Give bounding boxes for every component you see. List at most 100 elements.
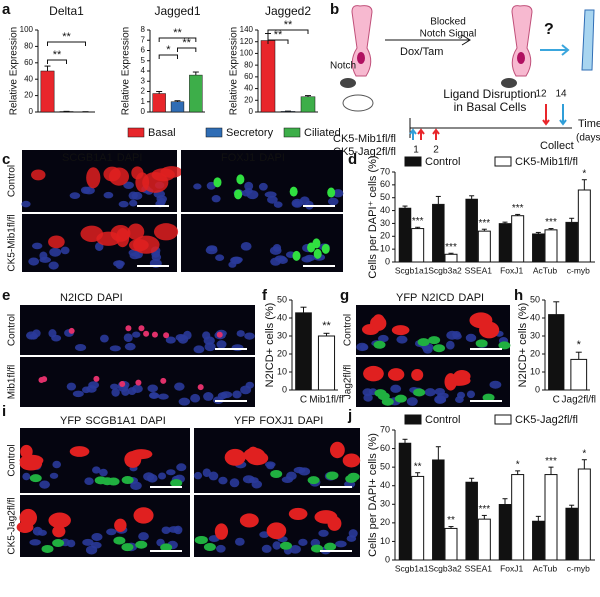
nucleus xyxy=(298,467,311,476)
x-tick-label: C xyxy=(553,395,560,406)
panel-letter: d xyxy=(348,151,357,168)
bar xyxy=(570,358,588,391)
legend-label: CK5-Jag2fl/fl xyxy=(515,414,578,426)
signal xyxy=(135,379,142,386)
signal xyxy=(479,321,500,339)
nucleus xyxy=(127,387,137,396)
y-tick-label: 50 xyxy=(530,294,540,304)
nucleus xyxy=(175,334,187,341)
row-label: Control xyxy=(7,165,18,197)
significance: *** xyxy=(412,216,424,227)
panel-letter: i xyxy=(2,403,6,420)
panel-letter: h xyxy=(514,287,523,304)
stain-label: FOXJ1 xyxy=(259,415,293,427)
bar xyxy=(295,312,312,391)
y-axis-label: N2ICD+ cells (%) xyxy=(264,303,276,388)
panel-letter: f xyxy=(262,287,268,304)
basal-cell xyxy=(340,78,356,88)
significance: ** xyxy=(322,320,331,332)
y-axis-label: Cells per DAPI+ cells (%) xyxy=(367,433,379,557)
signal xyxy=(417,338,430,347)
legend-label: Control xyxy=(425,156,460,168)
nucleus xyxy=(29,539,41,546)
nucleus xyxy=(234,537,245,546)
significance-bracket xyxy=(267,29,309,34)
diagram-text: Notch Signal xyxy=(420,29,477,40)
signal xyxy=(153,223,179,241)
bar xyxy=(577,189,591,263)
signal xyxy=(326,471,339,480)
diagram-text: Notch xyxy=(330,61,356,72)
bar xyxy=(565,221,578,263)
nucleus xyxy=(111,388,120,397)
signal xyxy=(143,330,150,337)
signal xyxy=(310,544,323,553)
significance: ** xyxy=(182,37,191,49)
signal xyxy=(131,166,144,180)
nucleus xyxy=(489,380,502,389)
nucleus xyxy=(244,181,254,191)
signal xyxy=(234,189,243,200)
nucleus xyxy=(48,261,59,270)
y-tick-label: 20 xyxy=(24,91,33,100)
significance: ** xyxy=(274,29,283,41)
bar xyxy=(532,520,545,561)
nucleus xyxy=(130,481,142,490)
diagram-text: Collect xyxy=(540,140,574,152)
signal xyxy=(142,171,169,193)
nucleus xyxy=(396,335,408,344)
nucleus xyxy=(206,245,218,252)
bar xyxy=(398,442,412,561)
signal xyxy=(197,384,204,391)
signal xyxy=(41,544,54,553)
nucleus xyxy=(190,393,201,403)
y-tick-label: 40 xyxy=(380,480,390,490)
legend-swatch xyxy=(494,414,512,425)
nucleus xyxy=(229,478,240,488)
diagram-text: Blocked xyxy=(430,17,466,28)
bar xyxy=(498,223,512,263)
nucleus xyxy=(48,329,57,338)
signal xyxy=(163,332,170,339)
signal xyxy=(377,392,390,401)
nucleus xyxy=(230,256,242,265)
y-tick-label: 140 xyxy=(240,25,254,34)
nucleus xyxy=(424,388,436,397)
y-tick-label: 10 xyxy=(380,244,390,254)
x-tick-label: FoxJ1 xyxy=(500,265,523,275)
arrow xyxy=(559,104,567,126)
y-tick-label: 60 xyxy=(244,72,253,81)
signal xyxy=(433,344,446,353)
x-tick-label: AcTub xyxy=(533,563,558,573)
nucleus xyxy=(29,333,39,340)
signal xyxy=(370,315,387,331)
nucleus xyxy=(147,384,158,393)
bar xyxy=(548,314,565,391)
y-tick-label: 0 xyxy=(385,256,390,266)
cell xyxy=(351,5,373,77)
significance: * xyxy=(582,448,586,459)
y-tick-label: 0 xyxy=(385,554,390,564)
nucleus xyxy=(69,192,81,199)
significance: *** xyxy=(512,203,524,214)
nucleus xyxy=(246,190,259,200)
y-tick-label: 5 xyxy=(141,56,146,65)
nucleus xyxy=(357,52,365,64)
y-tick-label: 20 xyxy=(244,95,253,104)
y-tick-label: 100 xyxy=(20,25,34,34)
signal xyxy=(52,539,65,548)
nucleus xyxy=(193,471,203,480)
signal xyxy=(86,167,101,189)
bar xyxy=(170,101,185,113)
nucleus xyxy=(22,472,31,481)
y-tick-label: 70 xyxy=(380,166,390,176)
y-tick-label: 70 xyxy=(380,424,390,434)
nucleus xyxy=(216,544,226,553)
nucleus xyxy=(91,532,103,541)
signal xyxy=(394,394,407,403)
row-label: Control xyxy=(7,444,18,476)
nucleus xyxy=(151,253,162,262)
micrograph xyxy=(20,305,255,355)
signal xyxy=(52,525,66,538)
nucleus xyxy=(173,525,183,535)
